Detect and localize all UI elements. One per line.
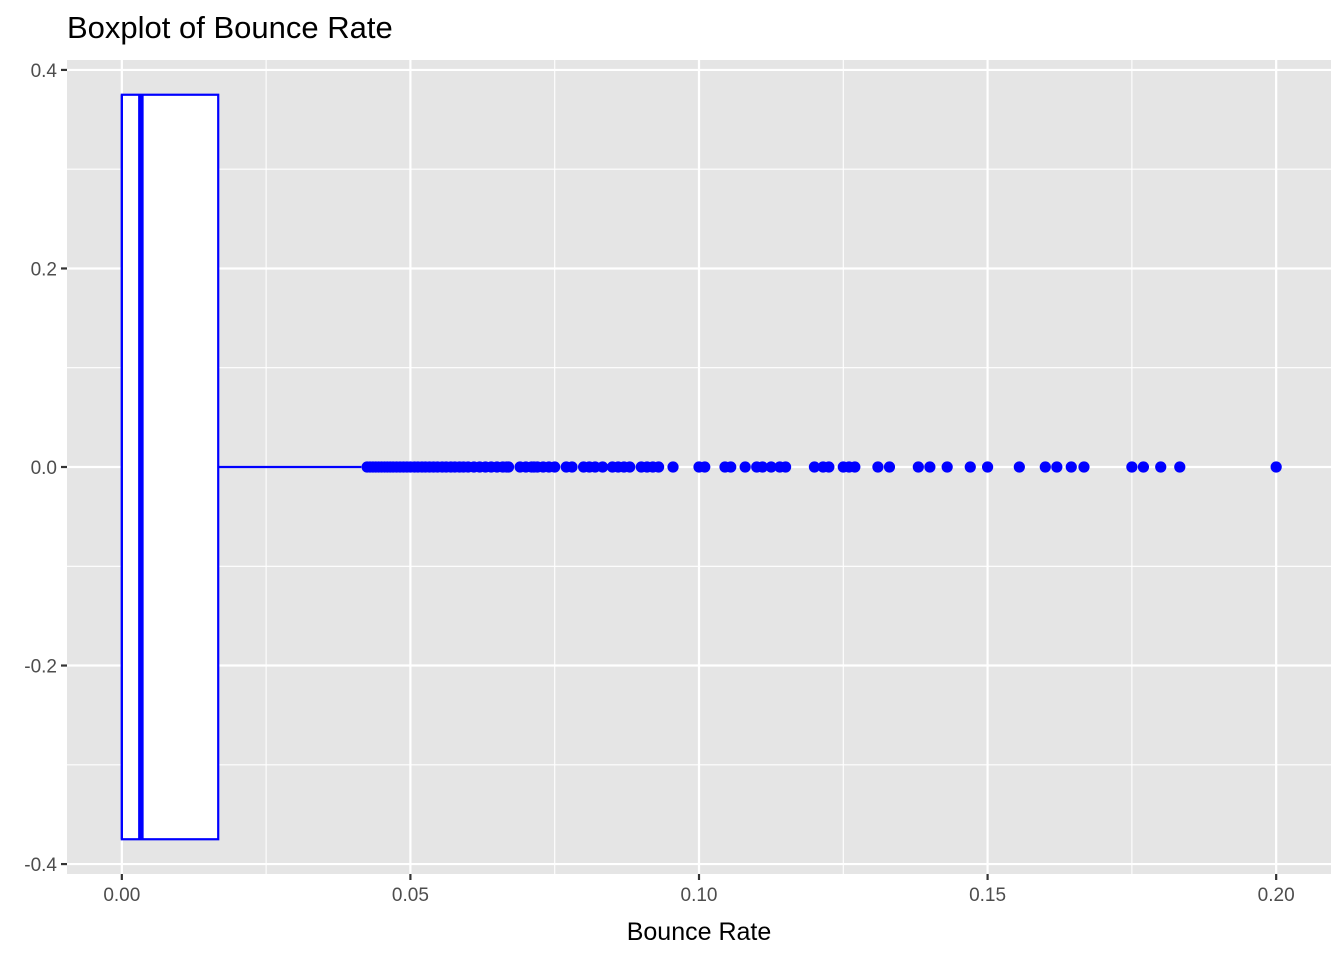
x-tick-label: 0.00	[103, 885, 140, 906]
outlier-point	[964, 461, 976, 473]
outlier-point	[912, 461, 924, 473]
outlier-point	[667, 461, 679, 473]
outlier-point	[739, 461, 751, 473]
outlier-point	[941, 461, 953, 473]
outlier-point	[981, 461, 994, 473]
y-tick-label: 0.2	[31, 259, 57, 280]
outlier-point	[549, 461, 561, 473]
outlier-point	[1013, 461, 1025, 473]
outlier-point	[566, 461, 578, 473]
outlier-point	[883, 461, 896, 473]
axes: -0.4 -0.2 0.0 0.2 0.4 0.00 0.05 0.10 0.15 0.20	[24, 61, 1294, 906]
data-layer	[120, 93, 1282, 841]
x-tick-label: 0.20	[1258, 885, 1295, 906]
y-tick-label: 0.0	[31, 458, 57, 479]
outlier-point	[699, 461, 711, 473]
outlier-point	[1155, 461, 1167, 473]
outlier-point	[808, 461, 821, 473]
x-axis-label: Bounce Rate	[627, 918, 772, 946]
outlier-point	[756, 461, 769, 473]
y-tick-label: -0.2	[24, 657, 57, 678]
outlier-point	[779, 461, 792, 473]
outlier-point	[1065, 461, 1077, 473]
outlier-point	[765, 461, 777, 473]
outlier-point	[1126, 461, 1138, 473]
outlier-point	[823, 461, 835, 473]
outlier-point	[725, 461, 737, 473]
box-body	[120, 93, 220, 841]
y-tick-label: 0.4	[31, 61, 58, 82]
x-tick-label: 0.15	[969, 885, 1006, 906]
x-tick-label: 0.05	[392, 885, 429, 906]
outlier-point	[1137, 461, 1150, 473]
outlier-point	[652, 461, 665, 473]
outlier-point	[924, 461, 936, 473]
outlier-point	[849, 461, 861, 473]
outlier-point	[1174, 461, 1186, 473]
x-tick-label: 0.10	[681, 885, 718, 906]
outlier-point	[502, 461, 515, 473]
outlier-point	[597, 461, 609, 473]
chart-title: Boxplot of Bounce Rate	[67, 10, 393, 45]
outlier-point	[1051, 461, 1063, 473]
y-tick-label: -0.4	[24, 855, 57, 876]
outlier-point	[1078, 461, 1090, 473]
outlier-point	[1039, 461, 1051, 473]
outlier-point	[1270, 461, 1282, 473]
outlier-point	[624, 461, 636, 473]
outlier-point	[872, 461, 884, 473]
